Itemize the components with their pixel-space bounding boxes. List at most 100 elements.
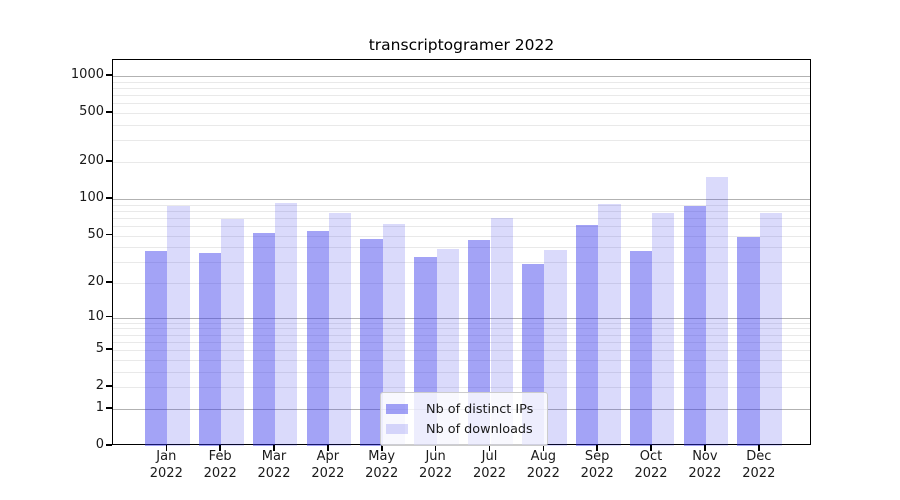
bar-jan-distinct-ips bbox=[144, 251, 168, 446]
x-tick-label-apr: Apr 2022 bbox=[311, 449, 345, 481]
bar-feb-downloads bbox=[221, 219, 244, 446]
legend-label-distinct-ips: Nb of distinct IPs bbox=[426, 401, 534, 417]
legend-item: Nb of distinct IPs bbox=[386, 399, 540, 419]
gridline-4 bbox=[113, 359, 810, 361]
gridline-70 bbox=[113, 217, 810, 219]
x-tick-mark-jul bbox=[488, 445, 491, 451]
gridline-50 bbox=[113, 235, 810, 237]
gridline-1000 bbox=[113, 76, 810, 77]
x-tick-mark-dec bbox=[758, 445, 760, 451]
y-tick-label-0: 0 bbox=[95, 437, 104, 452]
bars-layer bbox=[113, 60, 810, 446]
x-tick-label-jun: Jun 2022 bbox=[419, 449, 453, 481]
y-tick-label-500: 500 bbox=[79, 104, 104, 120]
x-tick-mark-oct bbox=[650, 445, 652, 451]
bar-jan-downloads bbox=[167, 206, 190, 446]
gridline-400 bbox=[113, 125, 810, 126]
plot-area bbox=[112, 59, 811, 446]
bar-jul-downloads bbox=[490, 217, 513, 446]
gridline-6 bbox=[113, 341, 810, 343]
bar-dec-downloads bbox=[759, 212, 783, 446]
bar-nov-distinct-ips bbox=[683, 206, 706, 446]
gridline-800 bbox=[113, 88, 810, 89]
gridline-90 bbox=[113, 204, 810, 206]
y-tick-label-1: 1 bbox=[95, 399, 104, 415]
x-tick-mark-mar bbox=[273, 445, 275, 451]
gridline-200 bbox=[113, 162, 810, 163]
gridline-100 bbox=[113, 198, 810, 200]
x-tick-mark-jan bbox=[165, 445, 168, 451]
gridline-10 bbox=[113, 317, 810, 319]
gridline-600 bbox=[113, 103, 810, 105]
x-tick-label-jan: Jan 2022 bbox=[149, 449, 183, 481]
bar-oct-distinct-ips bbox=[629, 251, 652, 446]
bar-dec-distinct-ips bbox=[737, 236, 760, 446]
bar-sep-downloads bbox=[598, 203, 621, 446]
y-tick-label-5: 5 bbox=[95, 341, 104, 357]
y-tick-mark-10 bbox=[106, 315, 112, 318]
gridlines-layer bbox=[113, 60, 810, 444]
x-tick-mark-feb bbox=[219, 445, 221, 451]
bar-may-distinct-ips bbox=[360, 238, 383, 446]
y-tick-mark-100 bbox=[106, 197, 112, 199]
y-tick-mark-20 bbox=[106, 281, 112, 283]
gridline-300 bbox=[113, 140, 810, 142]
y-tick-mark-1 bbox=[106, 407, 112, 409]
y-tick-mark-1000 bbox=[106, 74, 112, 76]
x-tick-mark-aug bbox=[542, 445, 545, 451]
y-tick-mark-5 bbox=[106, 348, 112, 350]
gridline-8 bbox=[113, 328, 810, 330]
gridline-700 bbox=[113, 95, 810, 97]
gridline-500 bbox=[113, 113, 810, 115]
y-tick-mark-0 bbox=[106, 444, 112, 446]
legend: Nb of distinct IPs Nb of downloads bbox=[380, 392, 548, 446]
x-tick-label-mar: Mar 2022 bbox=[257, 449, 291, 481]
gridline-60 bbox=[113, 225, 810, 227]
legend-swatch-downloads bbox=[386, 424, 408, 434]
y-tick-label-20: 20 bbox=[87, 274, 104, 289]
gridline-30 bbox=[113, 262, 810, 264]
y-tick-label-10: 10 bbox=[87, 308, 104, 324]
bar-mar-distinct-ips bbox=[252, 233, 275, 446]
gridline-9 bbox=[113, 322, 810, 324]
gridline-80 bbox=[113, 210, 810, 212]
bar-feb-distinct-ips bbox=[198, 252, 222, 446]
x-tick-mark-jun bbox=[434, 445, 437, 451]
x-tick-mark-nov bbox=[704, 445, 706, 451]
legend-swatch-distinct-ips bbox=[386, 404, 408, 414]
x-tick-label-aug: Aug 2022 bbox=[526, 449, 560, 481]
bar-oct-downloads bbox=[652, 213, 675, 446]
bar-sep-distinct-ips bbox=[575, 225, 599, 446]
chart-title: transcriptogramer 2022 bbox=[368, 36, 555, 54]
gridline-5 bbox=[113, 350, 810, 352]
x-tick-label-dec: Dec 2022 bbox=[742, 449, 776, 481]
y-tick-mark-200 bbox=[106, 160, 112, 162]
x-tick-mark-sep bbox=[596, 445, 598, 451]
legend-item: Nb of downloads bbox=[386, 419, 540, 439]
y-tick-label-50: 50 bbox=[87, 226, 104, 242]
x-tick-label-sep: Sep 2022 bbox=[580, 449, 614, 481]
bar-aug-downloads bbox=[544, 249, 567, 446]
y-tick-mark-2 bbox=[106, 385, 112, 387]
bar-apr-distinct-ips bbox=[306, 231, 329, 446]
x-tick-label-may: May 2022 bbox=[365, 449, 399, 481]
gridline-7 bbox=[113, 334, 810, 336]
x-tick-label-oct: Oct 2022 bbox=[634, 449, 668, 481]
x-tick-mark-may bbox=[381, 445, 383, 451]
gridline-40 bbox=[113, 247, 810, 249]
y-tick-label-1000: 1000 bbox=[70, 67, 104, 82]
gridline-900 bbox=[113, 81, 810, 83]
bar-apr-downloads bbox=[328, 213, 352, 446]
legend-label-downloads: Nb of downloads bbox=[426, 421, 533, 437]
y-tick-mark-500 bbox=[106, 111, 112, 113]
x-tick-label-feb: Feb 2022 bbox=[203, 449, 237, 481]
x-tick-label-jul: Jul 2022 bbox=[472, 449, 507, 481]
gridline-20 bbox=[113, 283, 810, 284]
x-tick-label-nov: Nov 2022 bbox=[688, 449, 722, 481]
x-tick-mark-apr bbox=[327, 445, 329, 451]
bar-mar-downloads bbox=[275, 202, 298, 446]
y-tick-label-2: 2 bbox=[95, 378, 104, 394]
gridline-2 bbox=[113, 387, 810, 389]
bar-may-downloads bbox=[382, 224, 406, 446]
